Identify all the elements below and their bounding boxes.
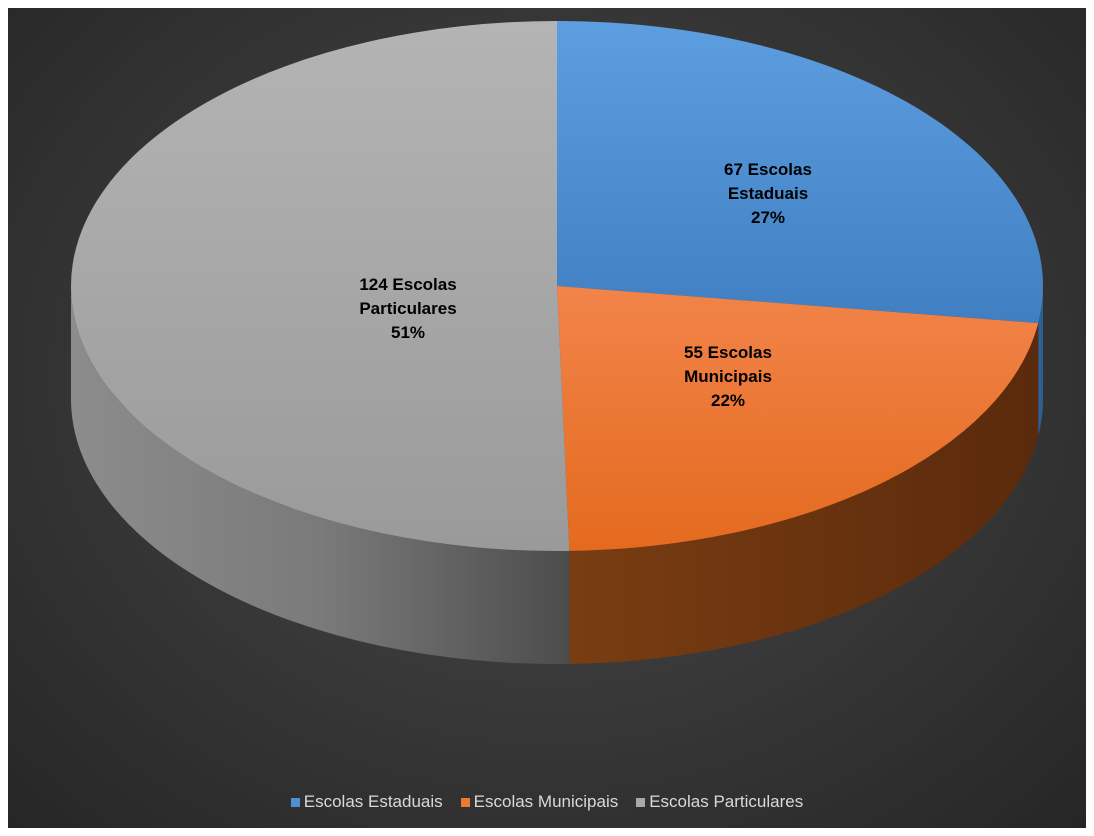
legend-swatch [636,797,646,807]
legend-label: Escolas Particulares [649,792,804,811]
pie-side-escolas-estaduais [1038,286,1043,437]
pie-labels: 67 Escolas Estaduais 27% 55 Escolas Municipa… [359,160,812,410]
legend-swatch [460,797,470,807]
legend-item-escolas-estaduais: Escolas Estaduais [290,792,443,812]
pie-side-escolas-particulares [71,286,570,664]
data-label-line: 55 Escolas [684,343,772,362]
data-label-escolas-particulares: 124 Escolas Particulares 51% [359,275,456,342]
pie-slice-escolas-municipais [557,286,1039,551]
pie-chart: 67 Escolas Estaduais 27% 55 Escolas Municipa… [71,21,1043,664]
pie-sides [71,286,1043,664]
pie-slice-escolas-estaduais [557,21,1043,324]
data-label-escolas-municipais: 55 Escolas Municipais 22% [684,343,772,410]
chart-area: 67 Escolas Estaduais 27% 55 Escolas Municipa… [8,8,1086,828]
pie-tops [71,21,1043,551]
data-label-line: 22% [711,391,745,410]
data-label-line: Estaduais [728,184,808,203]
legend: Escolas Estaduais Escolas Municipais Escol… [8,792,1086,812]
pie-side-escolas-municipais [569,323,1039,664]
data-label-line: Particulares [359,299,456,318]
legend-label: Escolas Municipais [473,792,619,811]
data-label-escolas-estaduais: 67 Escolas Estaduais 27% [724,160,812,227]
data-label-line: 51% [391,323,425,342]
legend-item-escolas-municipais: Escolas Municipais [460,792,619,812]
data-label-line: 124 Escolas [359,275,456,294]
pie-slice-escolas-particulares [71,21,570,551]
data-label-line: Municipais [684,367,772,386]
data-label-line: 27% [751,208,785,227]
legend-label: Escolas Estaduais [303,792,443,811]
data-label-line: 67 Escolas [724,160,812,179]
legend-item-escolas-particulares: Escolas Particulares [636,792,803,812]
legend-swatch [290,797,300,807]
